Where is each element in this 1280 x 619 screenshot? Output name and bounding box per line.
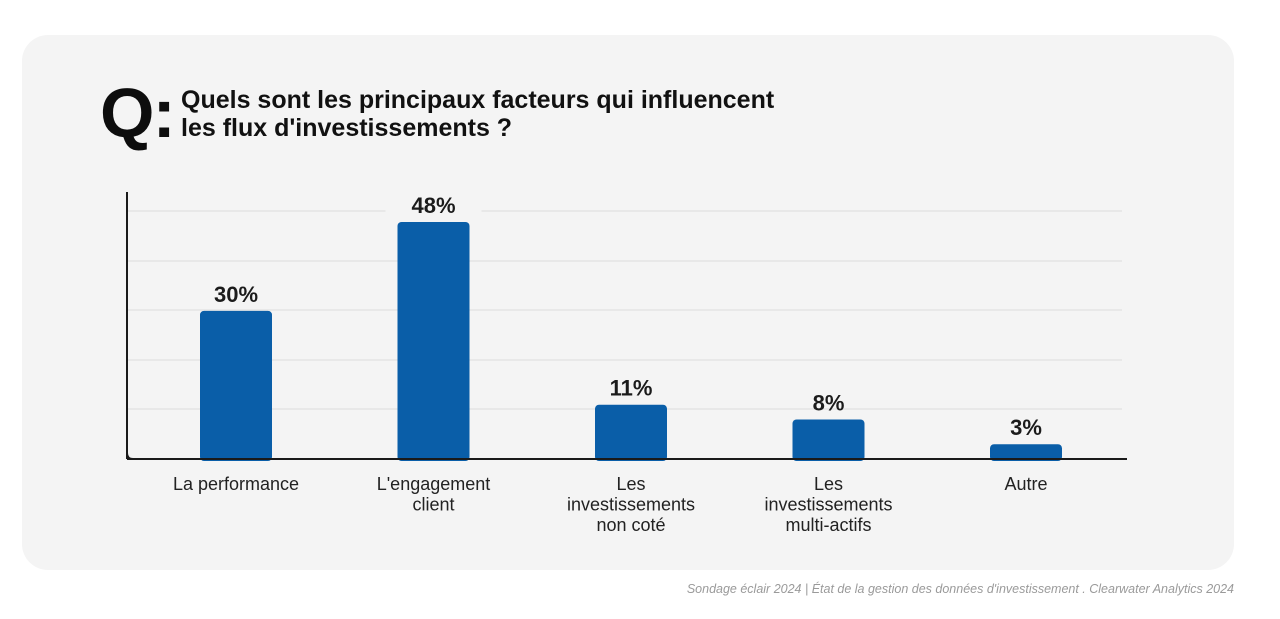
- x-tick-label: multi-actifs: [785, 515, 871, 535]
- question-mark-label: Q:: [100, 74, 176, 152]
- x-tick-label: Les: [814, 474, 843, 494]
- bar: [397, 222, 470, 461]
- x-tick-label: La performance: [173, 474, 299, 494]
- data-label: 3%: [1010, 415, 1042, 440]
- data-label: 8%: [813, 391, 845, 416]
- axis-corner: [126, 452, 134, 460]
- data-label: 48%: [411, 193, 455, 218]
- source-footnote: Sondage éclair 2024 | État de la gestion…: [686, 582, 1234, 596]
- x-tick-label: L'engagement: [377, 474, 491, 494]
- x-tick-label: investissements: [567, 495, 695, 515]
- label-knockout: [385, 192, 482, 218]
- data-label: 11%: [610, 376, 653, 401]
- bar: [200, 310, 272, 461]
- x-tick-label: Autre: [1004, 474, 1047, 494]
- chart-card: [22, 35, 1234, 570]
- chart-title-line-2: les flux d'investissements ?: [181, 114, 513, 142]
- x-tick-label: non coté: [596, 515, 665, 535]
- data-label: 30%: [214, 282, 258, 307]
- x-tick-label: investissements: [764, 495, 892, 515]
- bar: [990, 444, 1062, 461]
- bar: [595, 404, 667, 461]
- bar: [792, 419, 865, 461]
- x-tick-label: Les: [616, 474, 645, 494]
- x-tick-label: client: [412, 495, 454, 515]
- chart-title-line-1: Quels sont les principaux facteurs qui i…: [181, 86, 775, 114]
- chart-title: Quels sont les principaux facteurs qui i…: [181, 86, 901, 142]
